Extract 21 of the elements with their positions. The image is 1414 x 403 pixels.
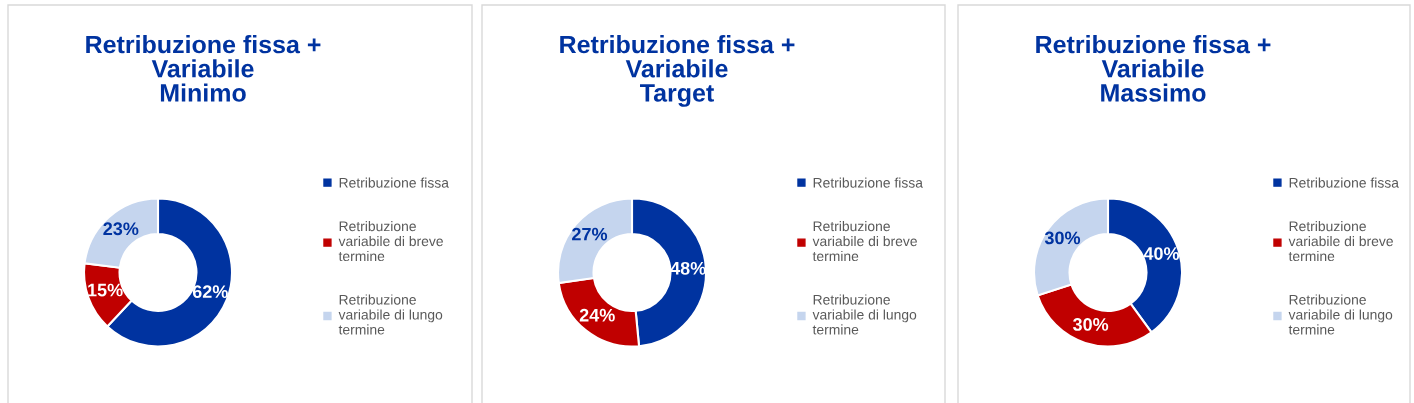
data-label: 27% <box>572 227 608 241</box>
data-label: 62% <box>192 285 228 299</box>
legend-label: Retribuzione fissa <box>1289 177 1399 188</box>
data-label: 48% <box>670 261 706 275</box>
legend-label: Retribuzione variabile di breve termine <box>812 221 917 262</box>
chart-title: Retribuzione fissa + Variabile Massimo <box>1036 35 1271 102</box>
legend-label: Retribuzione variabile di breve termine <box>1288 221 1393 262</box>
data-label: 30% <box>1044 231 1081 245</box>
legend-label: Retribuzione variabile di lungo termine <box>1288 294 1393 335</box>
data-label: 30% <box>1072 318 1109 331</box>
chart-title: Retribuzione fissa + Variabile Target <box>560 35 795 107</box>
legend-label: Retribuzione fissa <box>813 177 923 188</box>
legend-label: Retribuzione fissa <box>339 177 449 188</box>
data-label: 23% <box>103 222 139 236</box>
chart-title: Retribuzione fissa + Variabile Minimo <box>86 35 321 102</box>
legend-label: Retribuzione variabile di lungo termine <box>812 294 917 335</box>
data-label: 15% <box>88 283 123 297</box>
legend-label: Retribuzione variabile di breve termine <box>338 221 443 262</box>
data-label: 40% <box>1143 247 1180 260</box>
legend-label: Retribuzione variabile di lungo termine <box>338 294 443 335</box>
data-label: 24% <box>579 308 615 322</box>
